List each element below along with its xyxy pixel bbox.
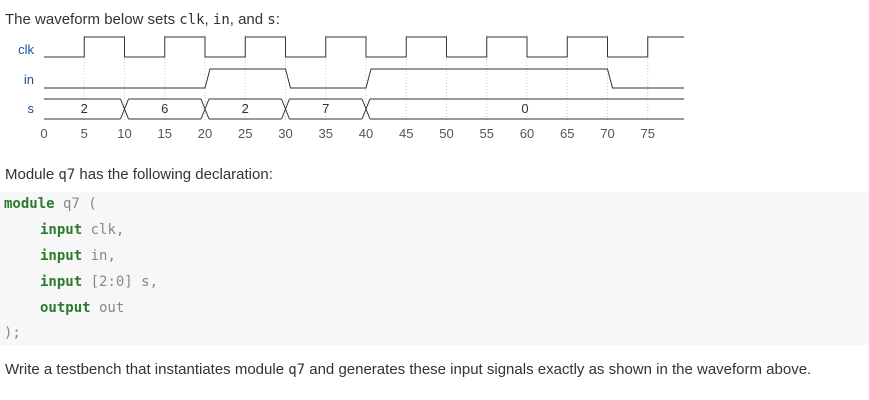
code-line-2: input clk, <box>40 222 124 238</box>
code-line-3: input in, <box>40 248 116 264</box>
time-tick-label: 40 <box>359 126 373 141</box>
code-text: clk, <box>82 222 125 238</box>
signal-name-in: in <box>24 72 34 87</box>
bus-transition-t30 <box>281 98 290 120</box>
bus-value-label: 2 <box>242 101 249 116</box>
time-tick-label: 30 <box>278 126 292 141</box>
code-block: module q7 ( input clk, input in, input [… <box>0 192 869 345</box>
instruction-text: Write a testbench that instantiates modu… <box>5 361 811 378</box>
waveform-clk <box>44 36 684 58</box>
time-tick-label: 75 <box>641 126 655 141</box>
intro-signal-s: s <box>267 12 276 28</box>
declaration-text: Module q7 has the following declaration: <box>5 166 273 183</box>
signal-name-s: s <box>28 101 35 116</box>
time-tick-label: 10 <box>117 126 131 141</box>
code-keyword: input <box>40 222 83 238</box>
time-tick-label: 45 <box>399 126 413 141</box>
time-tick-label: 70 <box>600 126 614 141</box>
time-tick-label: 65 <box>560 126 574 141</box>
bus-transition-t10 <box>120 98 129 120</box>
bus-value-label: 2 <box>81 101 88 116</box>
code-keyword: input <box>40 248 83 264</box>
intro-signal-clk: clk <box>179 12 205 28</box>
bus-value-label: 6 <box>161 101 168 116</box>
code-line-4: input [2:0] s, <box>40 274 158 290</box>
decl-pre: Module <box>5 166 59 183</box>
time-tick-label: 20 <box>198 126 212 141</box>
bus-value-label: 7 <box>322 101 329 116</box>
decl-post: has the following declaration: <box>75 166 273 183</box>
decl-module-name: q7 <box>58 167 76 183</box>
waveform-in <box>44 68 684 89</box>
code-keyword: module <box>4 196 55 212</box>
time-tick-label: 5 <box>81 126 88 141</box>
outro-post: and generates these input signals exactl… <box>305 361 812 378</box>
time-tick-label: 60 <box>520 126 534 141</box>
time-tick-label: 25 <box>238 126 252 141</box>
code-text: out <box>90 300 125 316</box>
time-tick-label: 0 <box>40 126 47 141</box>
code-line-1: module q7 ( <box>4 196 97 212</box>
code-line-5: output out <box>40 300 124 316</box>
intro-pre: The waveform below sets <box>5 11 180 28</box>
code-text: in, <box>82 248 116 264</box>
outro-pre: Write a testbench that instantiates modu… <box>5 361 289 378</box>
outro-module-name: q7 <box>288 362 306 378</box>
intro-sep1: , <box>204 11 213 28</box>
bus-value-label: 0 <box>521 101 528 116</box>
code-line-6: ); <box>4 325 21 341</box>
code-text: q7 ( <box>54 196 97 212</box>
code-keyword: input <box>40 274 83 290</box>
time-tick-label: 50 <box>439 126 453 141</box>
time-tick-label: 55 <box>480 126 494 141</box>
intro-post: : <box>275 11 280 28</box>
code-keyword: output <box>40 300 91 316</box>
code-text: [2:0] s, <box>82 274 159 290</box>
intro-text: The waveform below sets clk, in, and s: <box>5 11 280 28</box>
time-tick-label: 15 <box>158 126 172 141</box>
intro-sep2: , and <box>229 11 268 28</box>
intro-signal-in: in <box>212 12 230 28</box>
bus-transition-t20 <box>200 98 210 120</box>
bus-transition-t40 <box>361 98 371 120</box>
time-tick-label: 35 <box>319 126 333 141</box>
signal-name-clk: clk <box>18 42 34 57</box>
code-text: ); <box>4 325 21 341</box>
